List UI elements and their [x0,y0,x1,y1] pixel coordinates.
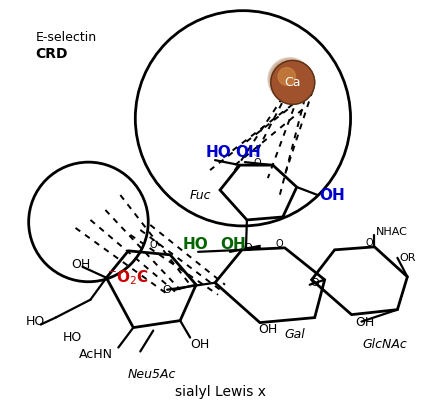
Text: NHAC: NHAC [376,227,407,237]
Text: Fuc: Fuc [190,188,211,202]
Text: sialyl Lewis x: sialyl Lewis x [174,385,265,399]
Text: O: O [149,240,157,250]
Circle shape [269,59,310,100]
Text: OH: OH [258,323,277,336]
Circle shape [271,61,308,98]
Text: O: O [253,158,261,168]
Circle shape [268,58,312,101]
Text: O: O [310,278,319,288]
Text: AcHN: AcHN [78,348,112,361]
Circle shape [277,66,303,93]
Circle shape [270,60,310,99]
Circle shape [276,65,304,94]
Text: HO: HO [63,331,82,344]
Circle shape [281,71,298,88]
Text: OH: OH [220,237,246,253]
Circle shape [271,60,315,104]
Text: O: O [244,243,252,253]
Text: $^{-}$O$_2$C: $^{-}$O$_2$C [107,268,149,287]
Text: HO: HO [26,315,45,328]
Text: OH: OH [235,145,261,160]
Text: OH: OH [71,258,90,271]
Text: OR: OR [400,253,416,263]
Circle shape [282,72,297,87]
Text: CRD: CRD [36,47,68,60]
Text: OH: OH [320,188,345,202]
Text: Neu5Ac: Neu5Ac [128,368,177,381]
Text: Ca: Ca [285,76,301,89]
Circle shape [280,69,300,89]
Text: HO: HO [205,145,231,160]
Text: O: O [276,239,284,249]
Text: E-selectin: E-selectin [36,31,97,44]
Circle shape [279,69,301,91]
Circle shape [278,67,302,91]
Text: HO: HO [182,237,208,253]
Circle shape [272,62,307,97]
Text: OH: OH [190,338,210,351]
Circle shape [278,68,296,85]
Text: OH: OH [355,316,374,329]
Text: O: O [163,285,172,295]
Text: Gal: Gal [285,328,305,341]
Circle shape [274,64,305,95]
Text: O: O [366,238,373,248]
Text: GlcNAc: GlcNAc [362,338,407,351]
Circle shape [273,63,306,96]
